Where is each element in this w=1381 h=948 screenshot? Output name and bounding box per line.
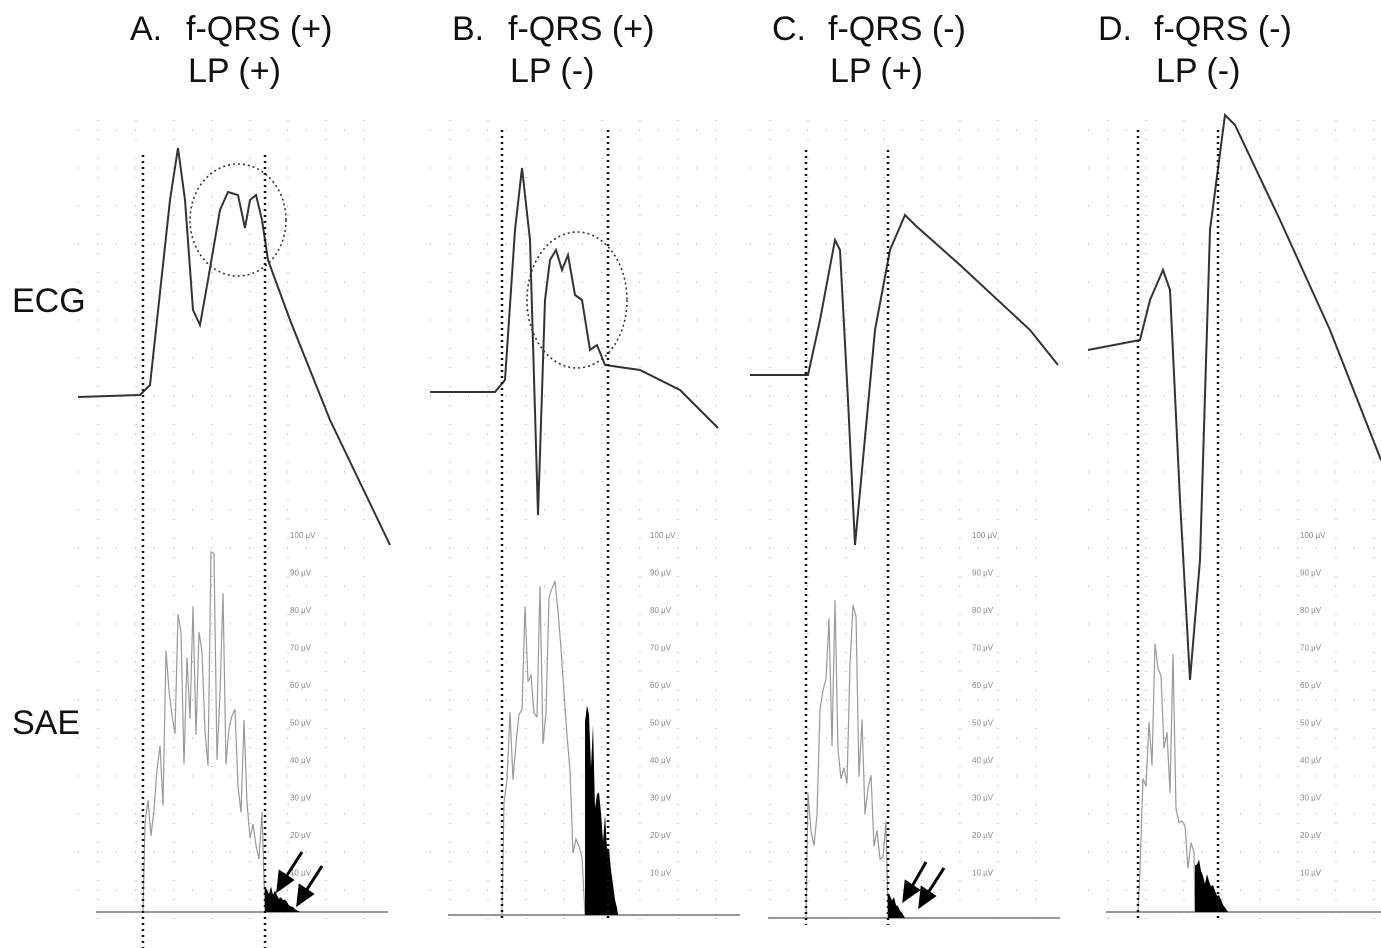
ecg-trace [430,167,719,516]
highlight-circle [526,231,628,369]
scale-label: 90 µV [650,569,672,578]
scale-label: 80 µV [650,606,672,615]
scale-label: 50 µV [1300,719,1322,728]
panel-title: f-QRS (+) [186,10,332,48]
scale-label: 20 µV [650,831,672,840]
scale-label: 10 µV [972,869,994,878]
panel-subtitle: LP (+) [188,52,281,90]
late-potential [265,886,300,912]
scale-label: 100 µV [1300,531,1326,540]
scale-label: 30 µV [1300,794,1322,803]
sae-traces: 100 µV 90 µV 80 µV 70 µV 60 µV 50 µV 40 µV 30 µ… [96,531,1381,919]
scale-label: 100 µV [290,531,316,540]
scale-label: 10 µV [290,869,312,878]
scale-label: 40 µV [650,756,672,765]
scale-label: 80 µV [972,606,994,615]
scale-label: 100 µV [650,531,676,540]
late-potential [888,893,905,918]
scale-label: 30 µV [290,794,312,803]
panel-title: D. [1098,10,1132,48]
scale-label: 60 µV [290,681,312,690]
scale-label: 20 µV [290,831,312,840]
scale-label: 90 µV [1300,569,1322,578]
scale-label: 70 µV [290,644,312,653]
panel-title: C. [772,10,806,48]
ecg-trace [750,213,1059,546]
scale-label: 90 µV [290,569,312,578]
sae-trace [1137,643,1196,913]
scale-label: 10 µV [1300,869,1322,878]
late-potential [1195,859,1228,912]
arrows [276,851,946,910]
scale-label: 80 µV [290,606,312,615]
late-potential [585,705,618,915]
scale-label: 20 µV [972,831,994,840]
sae-trace [501,580,586,916]
panel-title: B. [452,10,484,48]
sae-trace [805,600,889,919]
scale-label: 60 µV [972,681,994,690]
highlight-circle [189,163,287,277]
scale-label: 30 µV [972,794,994,803]
panel-title: f-QRS (+) [508,10,654,48]
sae-trace [142,551,266,913]
scale-label: 60 µV [650,681,672,690]
scale-label: 50 µV [290,719,312,728]
grid [78,120,1381,920]
scale-label: 50 µV [972,719,994,728]
scale-label: 40 µV [290,756,312,765]
scale-label: 90 µV [972,569,994,578]
scale-label: 40 µV [972,756,994,765]
scale-label: 40 µV [1300,756,1322,765]
scale-label: 10 µV [650,869,672,878]
scale-label: 70 µV [650,644,672,653]
ecg-trace [1087,112,1381,681]
scale-label: 60 µV [1300,681,1322,690]
scale-label: 70 µV [1300,644,1322,653]
scale-label: 20 µV [1300,831,1322,840]
panel-subtitle: LP (-) [510,52,594,90]
ecg-trace [77,147,391,546]
row-label: ECG [12,282,86,320]
row-label: SAE [12,704,80,742]
scale-label: 80 µV [1300,606,1322,615]
scale-label: 100 µV [972,531,998,540]
panel-subtitle: LP (-) [1156,52,1240,90]
panel-title: f-QRS (-) [1154,10,1292,48]
panel-subtitle: LP (+) [830,52,923,90]
scale-label: 50 µV [650,719,672,728]
scale-label: 70 µV [972,644,994,653]
scale-label: 30 µV [650,794,672,803]
panel-title: A. [130,10,162,48]
panel-title: f-QRS (-) [828,10,966,48]
